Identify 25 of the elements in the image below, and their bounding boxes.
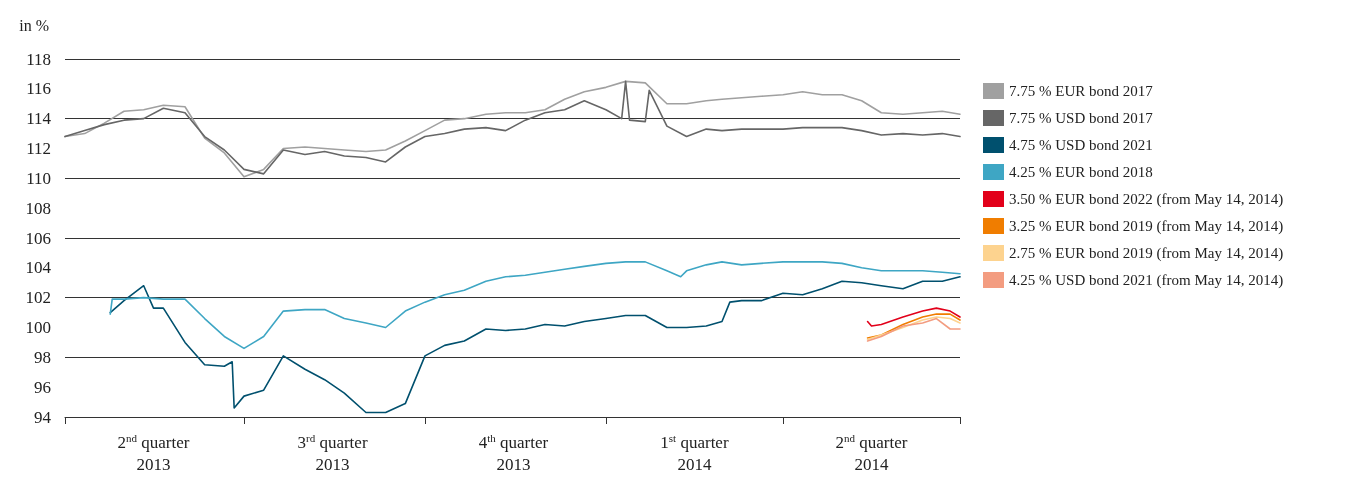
y-tick-label: 114 [26,109,52,129]
y-tick-label: 116 [26,79,51,99]
legend-label: 4.25 % USD bond 2021 (from May 14, 2014) [1009,272,1284,289]
legend-label: 2.75 % EUR bond 2019 (from May 14, 2014) [1009,245,1284,262]
line-series [109,275,961,414]
legend-label: 4.25 % EUR bond 2018 [1009,164,1153,180]
y-tick-label: 106 [25,228,51,248]
y-tick-label: 96 [34,377,51,397]
line-series [866,307,961,327]
y-tick-label: 98 [34,347,51,367]
y-tick-label: 100 [25,318,51,337]
y-tick-label: 102 [25,288,51,308]
y-tick-label: 118 [26,49,51,69]
y-tick-label: 108 [25,198,51,218]
y-tick-label: 104 [25,258,52,278]
y-axis-title: in % [19,16,49,34]
legend-label: 7.75 % EUR bond 2017 [1009,83,1154,99]
y-tick-label: 110 [26,168,51,188]
legend-label: 3.50 % EUR bond 2022 (from May 14, 2014) [1009,191,1284,208]
y-tick-label: 94 [34,407,52,427]
line-series [109,261,961,350]
y-tick-label: 112 [26,139,51,158]
legend-label: 3.25 % EUR bond 2019 (from May 14, 2014) [1009,218,1284,235]
legend-label: 7.75 % USD bond 2017 [1009,110,1154,126]
legend-label: 4.75 % USD bond 2021 [1009,137,1153,153]
